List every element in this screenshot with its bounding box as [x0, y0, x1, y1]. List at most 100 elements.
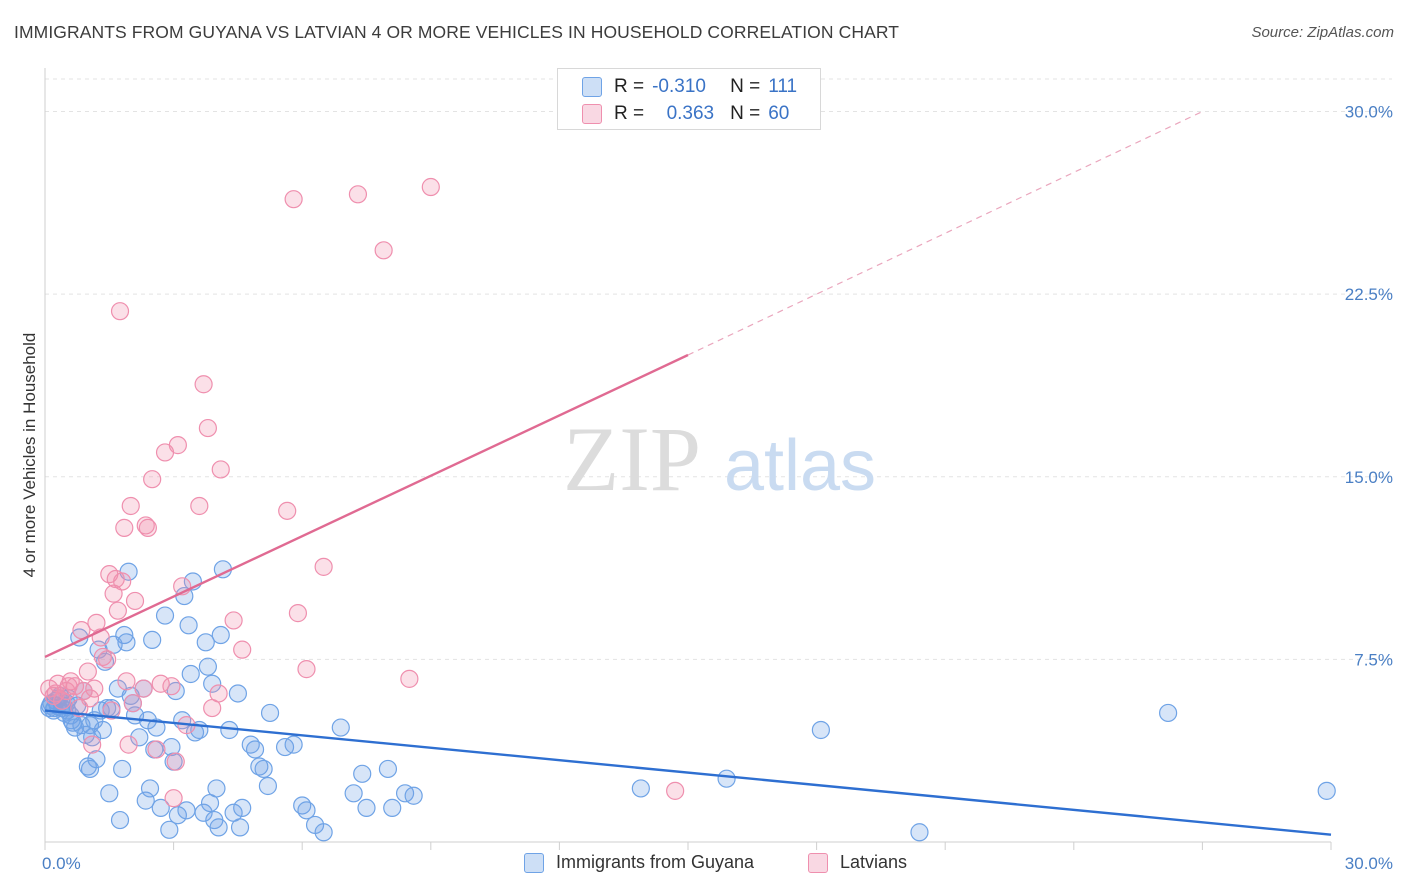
point-latvians	[209, 684, 228, 703]
point-latvians	[224, 611, 243, 630]
point-latvians	[87, 613, 106, 632]
legend-label-guyana: Immigrants from Guyana	[556, 852, 755, 872]
point-guyana	[147, 718, 166, 737]
point-latvians	[348, 185, 368, 204]
point-latvians	[108, 601, 127, 620]
y-tick-label: 15.0%	[1345, 468, 1393, 487]
trend-line-latvians	[44, 353, 689, 659]
legend-swatch-latvians	[808, 852, 828, 873]
point-guyana	[209, 818, 228, 837]
legend-swatch-guyana	[582, 77, 602, 97]
point-guyana	[198, 657, 217, 676]
point-latvians	[278, 501, 297, 520]
point-guyana	[93, 720, 112, 740]
point-latvians	[110, 302, 130, 321]
trend-lines	[44, 110, 1332, 836]
point-guyana	[254, 759, 273, 779]
point-guyana	[378, 759, 398, 779]
point-latvians	[143, 470, 162, 489]
point-latvians	[80, 689, 100, 708]
point-latvians	[162, 677, 181, 696]
point-guyana	[297, 801, 316, 820]
point-guyana	[260, 703, 280, 723]
legend-swatch-latvians	[582, 104, 602, 124]
point-latvians	[194, 375, 213, 394]
legend-item-guyana: Immigrants from Guyana	[524, 852, 754, 873]
legend-label-latvians: Latvians	[840, 852, 908, 872]
legend-n-value-guyana: 111	[768, 76, 798, 97]
point-latvians	[59, 677, 78, 696]
correlation-legend: R = -0.310 N = 111 R = 0.363 N = 60	[557, 68, 821, 130]
point-latvians	[78, 662, 97, 681]
point-guyana	[113, 759, 132, 779]
point-guyana	[230, 818, 250, 837]
point-latvians	[284, 190, 303, 209]
point-latvians	[297, 660, 316, 679]
point-guyana	[811, 720, 830, 740]
point-guyana	[1317, 781, 1336, 800]
point-guyana	[245, 740, 265, 759]
legend-r-label: R =	[614, 76, 645, 97]
point-latvians	[421, 177, 440, 197]
point-latvians	[168, 436, 187, 455]
point-latvians	[98, 650, 117, 669]
point-guyana	[717, 769, 736, 788]
point-guyana	[194, 803, 213, 822]
legend-r-label: R =	[614, 103, 645, 124]
point-latvians	[314, 557, 333, 576]
point-latvians	[164, 789, 183, 808]
point-guyana	[344, 784, 363, 803]
point-latvians	[102, 701, 121, 720]
point-guyana	[331, 718, 350, 737]
point-guyana	[87, 750, 106, 769]
legend-row-latvians: R = 0.363 N = 60	[582, 101, 789, 127]
point-latvians	[65, 677, 85, 696]
trend-line-guyana	[44, 709, 1332, 836]
point-guyana	[357, 798, 376, 818]
point-latvians	[198, 418, 217, 438]
point-guyana	[130, 728, 149, 747]
point-guyana	[314, 823, 333, 842]
y-tick-label: 22.5%	[1345, 285, 1393, 304]
point-latvians	[136, 516, 155, 535]
point-latvians	[233, 640, 252, 659]
point-latvians	[85, 679, 104, 698]
point-latvians	[190, 496, 209, 516]
watermark: ZIP atlas	[563, 408, 876, 510]
point-guyana	[258, 776, 278, 796]
point-latvians	[374, 241, 393, 260]
point-guyana	[100, 784, 119, 803]
point-latvians	[115, 518, 134, 537]
y-tick-label: 30.0%	[1345, 103, 1393, 122]
point-latvians	[117, 672, 136, 691]
point-guyana	[80, 759, 100, 779]
point-latvians	[113, 572, 132, 591]
point-guyana	[203, 674, 222, 693]
legend-r-value-latvians: 0.363	[666, 103, 715, 124]
x-tick-label: 0.0%	[42, 854, 81, 873]
point-guyana	[155, 606, 175, 625]
legend-row-guyana: R = -0.310 N = 111	[582, 74, 797, 100]
point-latvians	[288, 604, 308, 623]
point-latvians	[147, 740, 166, 759]
point-latvians	[400, 669, 419, 688]
point-guyana	[196, 633, 215, 652]
point-guyana	[110, 810, 130, 830]
point-guyana	[140, 779, 160, 798]
point-latvians	[123, 694, 142, 713]
point-guyana	[160, 820, 179, 839]
point-guyana	[383, 798, 402, 818]
point-guyana	[284, 735, 303, 754]
legend-item-latvians: Latvians	[808, 852, 907, 873]
legend-n-label: N =	[730, 76, 761, 97]
point-latvians	[119, 735, 138, 754]
watermark-zip: ZIP	[563, 408, 701, 510]
point-guyana	[233, 798, 252, 818]
legend-n-label: N =	[730, 103, 761, 124]
point-latvians	[83, 735, 102, 754]
point-guyana	[162, 737, 181, 757]
point-guyana	[179, 616, 198, 635]
series-guyana	[40, 560, 1336, 842]
point-guyana	[177, 801, 196, 820]
